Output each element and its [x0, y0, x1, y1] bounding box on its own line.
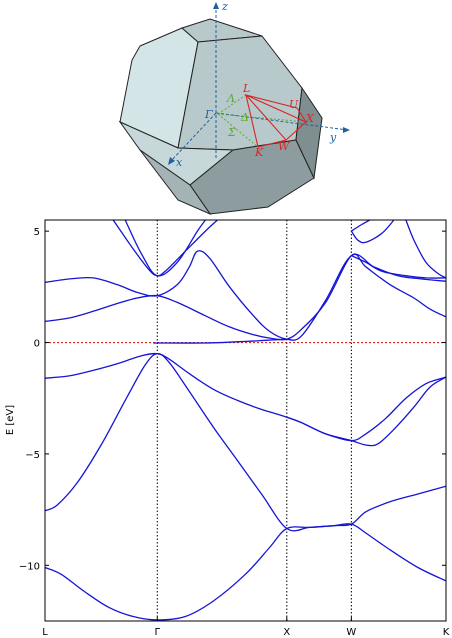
- x-tick-label: L: [42, 627, 48, 638]
- band-line-5: [45, 250, 446, 341]
- bz-sigma-label: Σ: [227, 126, 236, 139]
- y-tick-label: −10: [19, 561, 40, 572]
- bz-y-axis-arrow: [343, 127, 350, 133]
- bz-x-point-label: X: [305, 112, 315, 125]
- y-ticks: 5 0 −5 −10: [19, 227, 446, 572]
- band-structure-plot: 5 0 −5 −10 L Γ X W K E [eV]: [5, 219, 450, 638]
- band-line-9: [350, 220, 395, 244]
- y-axis-label: E [eV]: [5, 405, 16, 435]
- bz-u-label: U: [289, 98, 299, 111]
- x-tick-label: X: [283, 627, 290, 638]
- bz-l-label: L: [242, 82, 250, 95]
- band-line-12: [405, 220, 446, 279]
- bz-kpath: [244, 94, 308, 141]
- y-tick-label: −5: [25, 450, 40, 461]
- plot-frame: [44, 219, 447, 622]
- band-line-3: [286, 376, 446, 447]
- bz-face-front-square: [177, 35, 303, 151]
- bz-y-label: y: [329, 131, 337, 144]
- bz-lambda-line: [217, 94, 247, 115]
- bz-delta-label: Δ: [240, 111, 249, 124]
- x-tick-label: K: [443, 627, 450, 638]
- band-line-7: [124, 220, 206, 277]
- bz-w-label: W: [278, 140, 291, 153]
- kpoint-lines: [156, 220, 352, 621]
- bz-sigma-line: [217, 113, 259, 148]
- bz-z-label: z: [221, 0, 228, 13]
- bz-face-right: [295, 86, 323, 180]
- bz-face-bottom-rim: [139, 149, 212, 216]
- band-line-8: [153, 338, 287, 344]
- bz-kpath-lk: [245, 94, 259, 148]
- x-tick-label: Γ: [154, 627, 160, 638]
- x-tick-label: W: [346, 627, 356, 638]
- band-line-10: [351, 220, 371, 232]
- band-line-11: [351, 255, 446, 279]
- bz-z-axis-arrow: [213, 2, 219, 9]
- brillouin-zone-diagram: z y x Λ Δ Σ Γ L U X W K: [118, 0, 350, 216]
- bz-k-label: K: [254, 146, 264, 159]
- band-line-4: [45, 253, 446, 341]
- bz-x-axis: [169, 112, 217, 163]
- bands: [45, 220, 446, 621]
- band-line-0: [45, 523, 446, 621]
- bz-x-label: x: [176, 156, 183, 169]
- band-line-2: [45, 352, 446, 442]
- band-line-1: [45, 353, 446, 532]
- bz-x-axis-arrow: [168, 157, 175, 165]
- bz-delta-line: [217, 113, 307, 123]
- bz-kpath-kw: [257, 139, 287, 148]
- y-tick-label: 0: [34, 339, 40, 350]
- y-tick-label: 5: [34, 227, 40, 238]
- bz-lambda-label: Λ: [226, 92, 235, 105]
- bz-gamma-label: Γ: [204, 108, 213, 121]
